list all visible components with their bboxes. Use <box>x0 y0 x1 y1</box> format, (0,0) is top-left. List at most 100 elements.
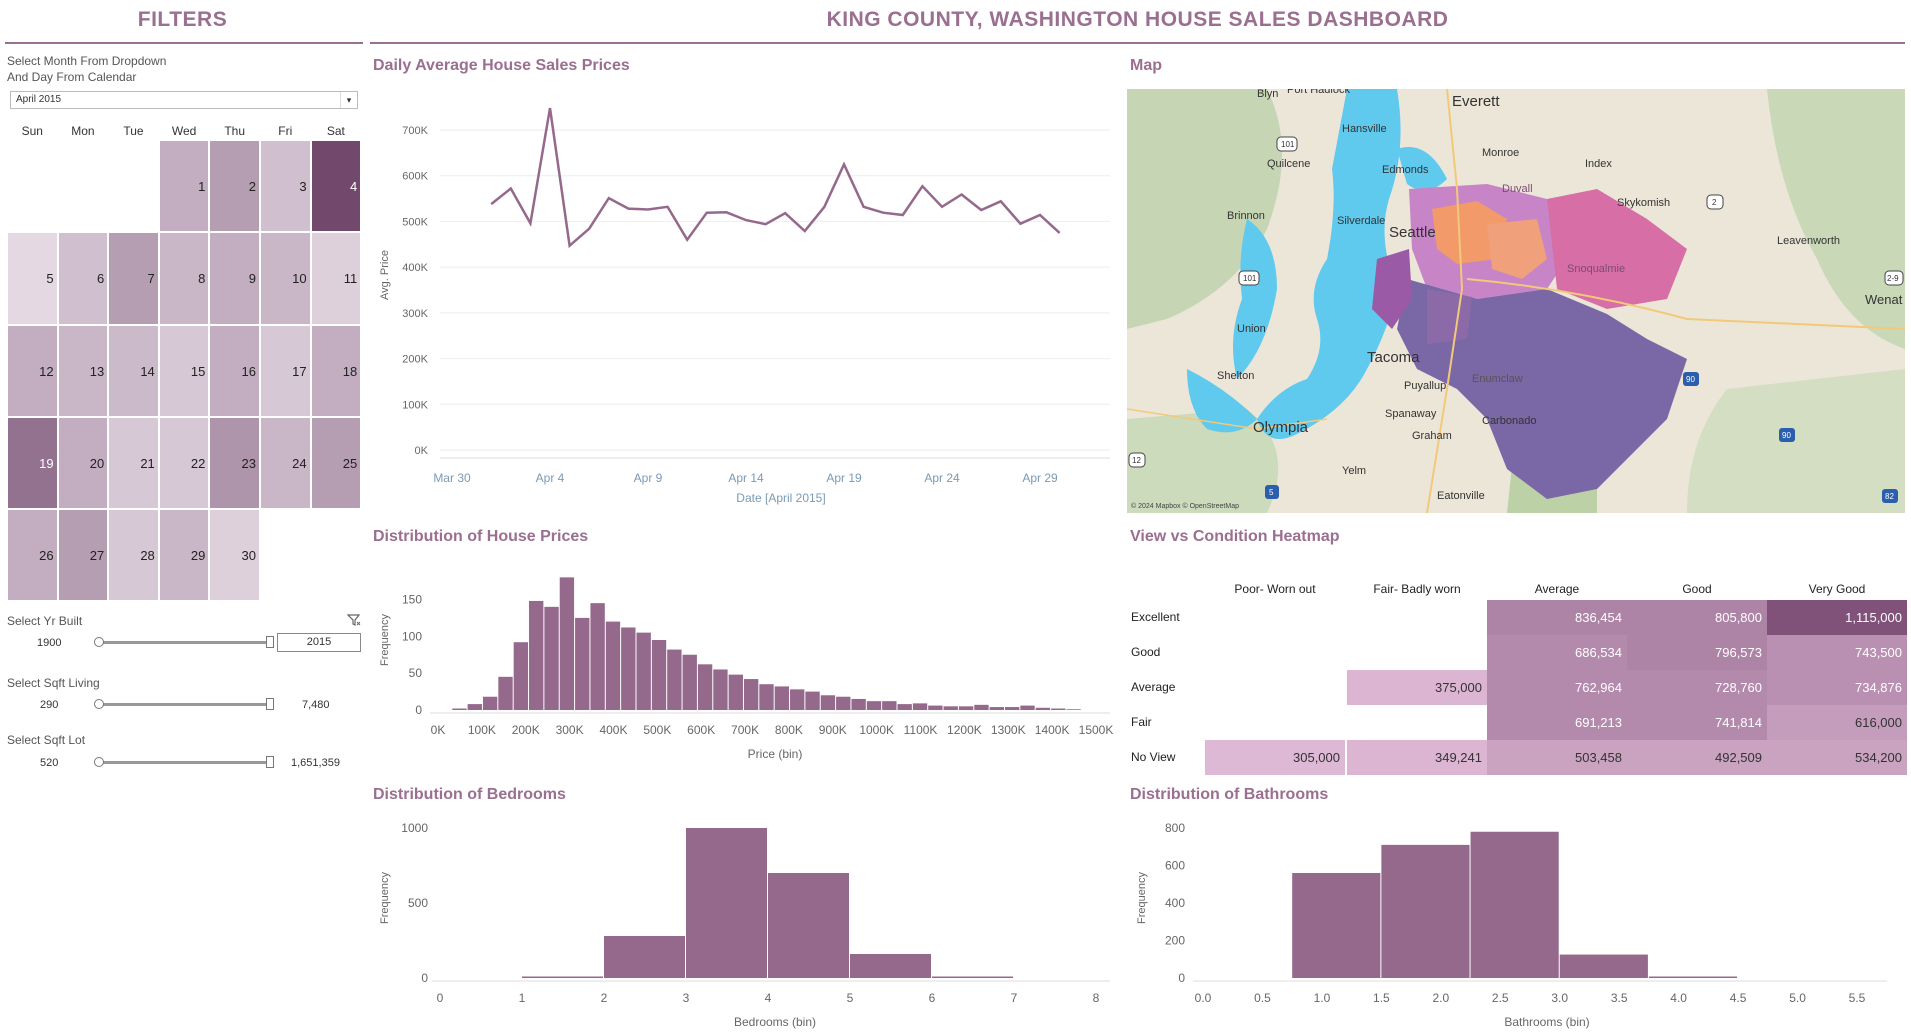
svg-text:Skykomish: Skykomish <box>1617 197 1670 209</box>
calendar-day-11[interactable]: 11 <box>310 232 362 325</box>
calendar-day-1[interactable]: 1 <box>158 140 210 233</box>
month-dropdown[interactable]: April 2015 ▾ <box>10 91 358 109</box>
line-x-tick: Mar 30 <box>433 471 471 485</box>
svg-text:Union: Union <box>1237 323 1266 335</box>
svg-text:12: 12 <box>1132 456 1141 465</box>
yr-built-max-handle[interactable] <box>266 636 274 648</box>
heatmap-cell[interactable]: 305,000 <box>1205 740 1345 775</box>
heatmap-cell[interactable]: 1,115,000 <box>1767 600 1907 635</box>
price-bar <box>958 706 974 710</box>
calendar-day-18[interactable]: 18 <box>310 324 362 417</box>
heatmap-col-header: Very Good <box>1808 582 1866 596</box>
heatmap-cell[interactable]: 796,573 <box>1627 635 1767 670</box>
heatmap-cell[interactable]: 492,509 <box>1627 740 1767 775</box>
yr-built-min-handle[interactable] <box>94 637 104 647</box>
filters-title: FILTERS <box>137 8 228 31</box>
filter-icon[interactable] <box>346 613 361 627</box>
calendar-day-21[interactable]: 21 <box>108 416 159 510</box>
calendar-day-9[interactable]: 9 <box>209 232 260 325</box>
svg-text:Everett: Everett <box>1452 93 1500 110</box>
price-bar <box>774 686 790 710</box>
heatmap-cell[interactable]: 616,000 <box>1767 705 1907 740</box>
calendar-day-28[interactable]: 28 <box>108 509 159 602</box>
price-bar <box>759 684 774 710</box>
heatmap-cell[interactable]: 503,458 <box>1487 740 1627 775</box>
calendar-day-8[interactable]: 8 <box>158 232 210 325</box>
i90-road <box>1466 278 1905 330</box>
heatmap-cell[interactable]: 349,241 <box>1347 740 1487 775</box>
svg-text:101: 101 <box>1281 140 1295 149</box>
calendar-day-6[interactable]: 6 <box>57 232 109 325</box>
price-bar <box>974 704 989 710</box>
chevron-down-icon[interactable]: ▾ <box>340 92 357 108</box>
heatmap-cell[interactable]: 743,500 <box>1767 635 1907 670</box>
calendar-day-10[interactable]: 10 <box>260 232 311 325</box>
calendar-day-15[interactable]: 15 <box>158 324 210 417</box>
line-x-tick: Apr 19 <box>826 471 862 485</box>
price-bar <box>498 676 513 710</box>
sqft-lot-max: 1,651,359 <box>291 757 340 769</box>
bathrooms-y-tick: 600 <box>1165 859 1185 873</box>
calendar-day-5[interactable]: 5 <box>7 232 58 325</box>
bathrooms-y-tick: 200 <box>1165 934 1185 948</box>
heatmap-title: View vs Condition Heatmap <box>1130 528 1340 545</box>
heatmap-row-header: Excellent <box>1131 610 1180 624</box>
svg-text:Silverdale: Silverdale <box>1337 215 1385 227</box>
calendar-day-27[interactable]: 27 <box>57 509 109 602</box>
weekday-sun: Sun <box>21 124 43 138</box>
price-bar <box>820 695 836 710</box>
sqft-lot-slider[interactable] <box>98 761 272 764</box>
calendar-day-29[interactable]: 29 <box>158 509 210 602</box>
heatmap-cell[interactable]: 686,534 <box>1487 635 1627 670</box>
calendar-day-24[interactable]: 24 <box>260 416 311 510</box>
highway-shields: 101 101 2 90 90 12 5 82 2-9 <box>1128 136 1904 503</box>
calendar-day-16[interactable]: 16 <box>209 324 260 417</box>
yr-built-max-input[interactable]: 2015 <box>277 633 361 652</box>
line-x-label: Date [April 2015] <box>736 491 825 505</box>
bedrooms-bar <box>850 954 931 978</box>
calendar-day-4[interactable]: 4 <box>310 140 362 233</box>
svg-text:Puyallup: Puyallup <box>1404 380 1446 392</box>
calendar-day-3[interactable]: 3 <box>260 140 311 233</box>
heatmap-cell[interactable]: 375,000 <box>1347 670 1487 705</box>
map[interactable]: Blyn Port Hadlock Everett Hansville Quil… <box>1127 89 1905 513</box>
heatmap-cell[interactable]: 534,200 <box>1767 740 1907 775</box>
sqft-living-slider[interactable] <box>98 703 272 706</box>
calendar-day-2[interactable]: 2 <box>209 140 260 233</box>
calendar-day-13[interactable]: 13 <box>57 324 109 417</box>
heatmap-cell[interactable]: 734,876 <box>1767 670 1907 705</box>
price-bar <box>743 679 759 710</box>
sqft-lot-max-handle[interactable] <box>266 756 274 768</box>
bedrooms-x-tick: 6 <box>929 991 936 1005</box>
line-series-avg-price <box>490 107 1061 249</box>
calendar-day-22[interactable]: 22 <box>158 416 210 510</box>
price-bar <box>836 696 851 710</box>
price-bar <box>575 617 590 710</box>
heatmap-cell[interactable]: 836,454 <box>1487 600 1627 635</box>
heatmap-cell[interactable]: 762,964 <box>1487 670 1627 705</box>
svg-text:Wenat: Wenat <box>1865 292 1903 307</box>
calendar-day-30[interactable]: 30 <box>209 509 260 602</box>
calendar-day-26[interactable]: 26 <box>7 509 58 602</box>
heatmap-cell[interactable]: 691,213 <box>1487 705 1627 740</box>
heatmap-cell[interactable]: 741,814 <box>1627 705 1767 740</box>
sqft-lot-min-handle[interactable] <box>94 757 104 767</box>
heatmap-cell[interactable]: 805,800 <box>1627 600 1767 635</box>
south-sound-inlet <box>1187 369 1257 433</box>
calendar-day-19[interactable]: 19 <box>7 416 58 510</box>
calendar-day-17[interactable]: 17 <box>260 324 311 417</box>
calendar-day-14[interactable]: 14 <box>108 324 159 417</box>
calendar-day-23[interactable]: 23 <box>209 416 260 510</box>
price-x-label: Price (bin) <box>748 747 803 761</box>
sqft-living-min-handle[interactable] <box>94 699 104 709</box>
calendar-day-20[interactable]: 20 <box>57 416 109 510</box>
heatmap-cell[interactable]: 728,760 <box>1627 670 1767 705</box>
bathrooms-x-tick: 5.5 <box>1849 991 1866 1005</box>
calendar-day-7[interactable]: 7 <box>108 232 159 325</box>
calendar-day-25[interactable]: 25 <box>310 416 362 510</box>
filters-divider <box>5 42 363 44</box>
calendar-day-12[interactable]: 12 <box>7 324 58 417</box>
yr-built-slider[interactable] <box>98 641 272 644</box>
sqft-living-max-handle[interactable] <box>266 698 274 710</box>
